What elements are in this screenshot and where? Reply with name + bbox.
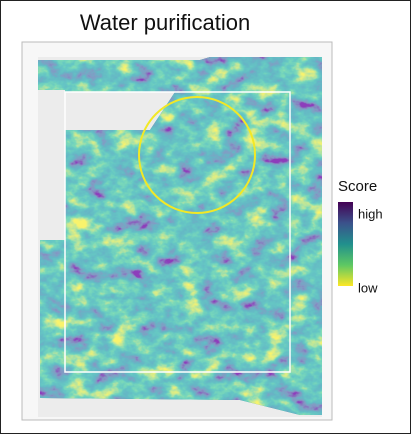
legend-low: low bbox=[358, 280, 378, 295]
legend-colorbar bbox=[338, 202, 353, 286]
map-figure: Water purification Score high low bbox=[0, 0, 411, 434]
title: Water purification bbox=[80, 10, 250, 35]
legend-title: Score bbox=[338, 178, 377, 195]
page: Water purification Score high low (() =>… bbox=[0, 0, 411, 434]
legend-high: high bbox=[358, 206, 383, 221]
